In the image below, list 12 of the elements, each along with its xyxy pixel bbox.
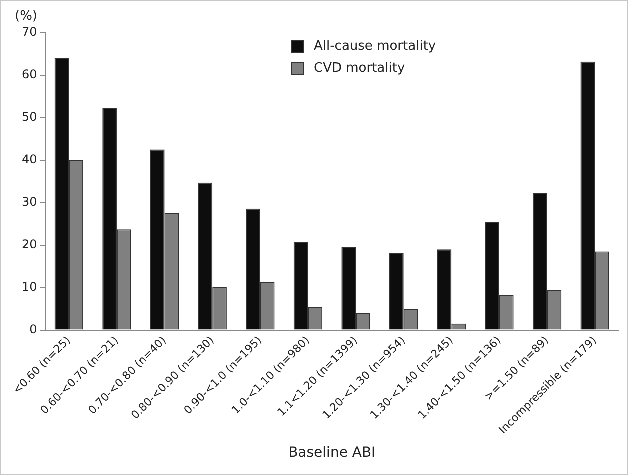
y-tick-label: 60 (22, 68, 38, 82)
y-tick-label: 70 (22, 25, 38, 40)
y-tick-label: 10 (22, 280, 38, 294)
x-axis-title: Baseline ABI (288, 445, 376, 462)
y-tick-label: 40 (22, 152, 38, 167)
y-tick-label: 20 (22, 237, 38, 252)
y-axis-title: (%) (15, 9, 38, 24)
y-tick-label: 0 (30, 322, 38, 336)
legend-label: CVD mortality (314, 60, 406, 76)
y-tick-label: 50 (22, 110, 38, 124)
y-tick-label: 30 (22, 195, 38, 210)
legend-label: All-cause mortality (314, 38, 436, 54)
